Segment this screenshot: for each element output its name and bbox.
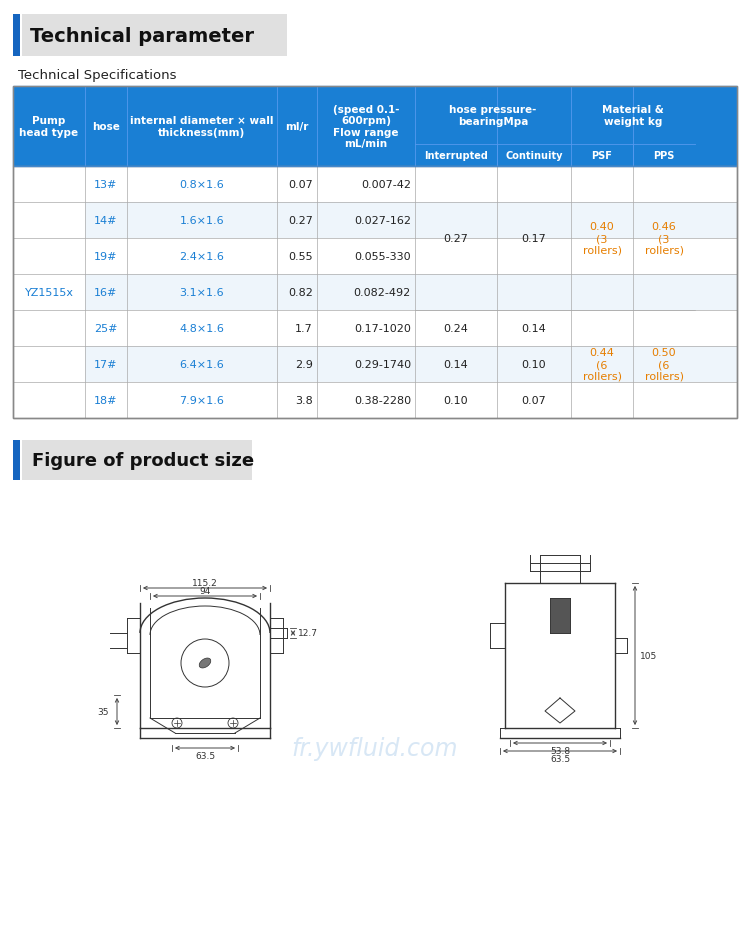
Text: 0.10: 0.10 (522, 360, 546, 369)
Text: PSF: PSF (592, 150, 613, 161)
Bar (13, 87, 737, 419)
Text: 0.82: 0.82 (288, 288, 313, 298)
Bar (13, 275, 737, 310)
Text: 105: 105 (640, 651, 657, 661)
Bar (13, 167, 737, 203)
Text: 0.10: 0.10 (444, 396, 468, 406)
Bar (13, 203, 737, 239)
Text: 0.027-162: 0.027-162 (354, 216, 411, 226)
Text: 4.8×1.6: 4.8×1.6 (179, 324, 224, 333)
Text: 0.55: 0.55 (288, 251, 313, 262)
Text: 0.07: 0.07 (522, 396, 546, 406)
Text: 0.50
(6
rollers): 0.50 (6 rollers) (644, 348, 683, 381)
Text: 18#: 18# (94, 396, 118, 406)
Text: Interrupted: Interrupted (424, 150, 488, 161)
Bar (633, 310, 695, 419)
Bar (571, 167, 633, 310)
Bar (13, 383, 737, 419)
Text: 2.9: 2.9 (295, 360, 313, 369)
Bar (13, 15, 20, 57)
Text: hose pressure-
bearingMpa: hose pressure- bearingMpa (449, 105, 537, 127)
Text: 2.4×1.6: 2.4×1.6 (179, 251, 224, 262)
Text: 3.8: 3.8 (296, 396, 313, 406)
Bar (22, 441, 252, 481)
Text: 94: 94 (200, 586, 211, 596)
Text: 0.082-492: 0.082-492 (354, 288, 411, 298)
Text: 0.17-1020: 0.17-1020 (354, 324, 411, 333)
Text: 63.5: 63.5 (195, 752, 215, 761)
Text: hose: hose (92, 122, 120, 132)
Text: 16#: 16# (94, 288, 118, 298)
Text: 0.17: 0.17 (522, 234, 546, 244)
Text: 35: 35 (97, 707, 109, 716)
Text: 6.4×1.6: 6.4×1.6 (180, 360, 224, 369)
Ellipse shape (200, 659, 211, 668)
Text: 0.07: 0.07 (288, 180, 313, 189)
Text: 115.2: 115.2 (192, 579, 217, 588)
Text: Technical parameter: Technical parameter (30, 27, 254, 46)
Text: 0.007-42: 0.007-42 (361, 180, 411, 189)
Bar (550, 599, 570, 633)
Bar (22, 15, 287, 57)
Text: 0.055-330: 0.055-330 (354, 251, 411, 262)
Text: 0.46
(3
rollers): 0.46 (3 rollers) (644, 222, 683, 255)
Bar (13, 167, 737, 419)
Text: 0.44
(6
rollers): 0.44 (6 rollers) (583, 348, 622, 381)
Text: internal diameter × wall
thickness(mm): internal diameter × wall thickness(mm) (130, 116, 274, 138)
Text: YZ1515x: YZ1515x (25, 288, 74, 298)
Text: 0.27: 0.27 (443, 234, 469, 244)
Text: fr.ywfluid.com: fr.ywfluid.com (292, 736, 458, 761)
Text: 19#: 19# (94, 251, 118, 262)
Text: 0.24: 0.24 (443, 324, 469, 333)
Text: 25#: 25# (94, 324, 118, 333)
Text: 0.40
(3
rollers): 0.40 (3 rollers) (583, 222, 622, 255)
Text: 14#: 14# (94, 216, 118, 226)
Text: 12.7: 12.7 (298, 629, 318, 638)
Bar (13, 87, 737, 167)
Text: 63.5: 63.5 (550, 755, 570, 764)
Text: 0.8×1.6: 0.8×1.6 (180, 180, 224, 189)
Text: PPS: PPS (653, 150, 675, 161)
Text: ml/r: ml/r (285, 122, 309, 132)
Text: 13#: 13# (94, 180, 118, 189)
Bar (633, 167, 695, 310)
Bar (13, 87, 737, 167)
Text: 0.14: 0.14 (444, 360, 468, 369)
Bar (13, 167, 85, 419)
Bar (13, 347, 737, 383)
Text: Continuity: Continuity (506, 150, 562, 161)
Text: Technical Specifications: Technical Specifications (18, 69, 176, 82)
Text: 0.14: 0.14 (522, 324, 546, 333)
Text: 7.9×1.6: 7.9×1.6 (179, 396, 224, 406)
Bar (13, 239, 737, 275)
Text: 0.29-1740: 0.29-1740 (354, 360, 411, 369)
Text: 1.7: 1.7 (296, 324, 313, 333)
Text: Pump
head type: Pump head type (20, 116, 79, 138)
Text: Figure of product size: Figure of product size (32, 451, 254, 469)
Text: 17#: 17# (94, 360, 118, 369)
Text: 53.8: 53.8 (550, 746, 570, 756)
Bar (497, 167, 571, 310)
Text: 1.6×1.6: 1.6×1.6 (180, 216, 224, 226)
Bar (13, 310, 737, 347)
Text: 3.1×1.6: 3.1×1.6 (180, 288, 224, 298)
Bar (571, 310, 633, 419)
Bar (415, 167, 497, 310)
Text: (speed 0.1-
600rpm)
Flow range
mL/min: (speed 0.1- 600rpm) Flow range mL/min (333, 105, 399, 149)
Text: Material &
weight kg: Material & weight kg (602, 105, 664, 127)
Text: 0.38-2280: 0.38-2280 (354, 396, 411, 406)
Bar (13, 441, 20, 481)
Text: 0.27: 0.27 (288, 216, 313, 226)
